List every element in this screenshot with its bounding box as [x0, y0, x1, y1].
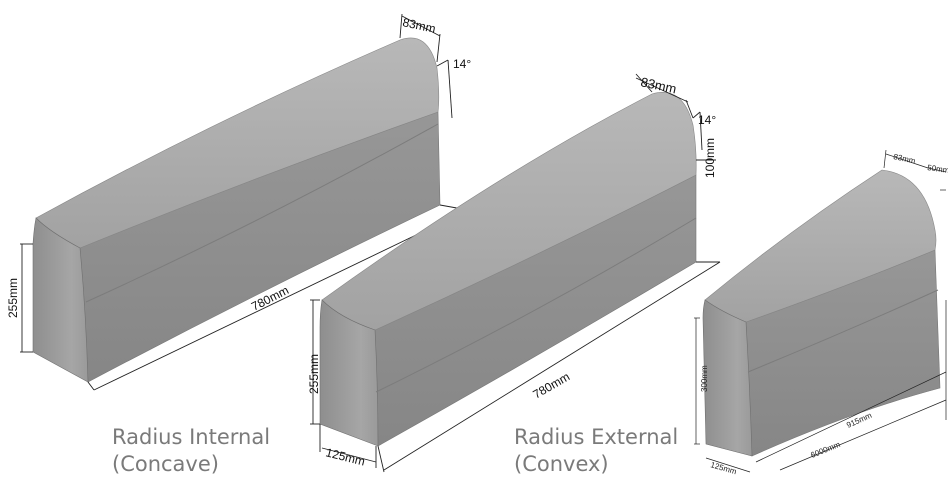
curb-block-curved: 83mm 50mm 300mm 125mm 915mm 6000mm: [694, 149, 948, 476]
caption-internal-line2: (Concave): [112, 452, 219, 476]
dim-chamfer-height: 100mm: [703, 138, 717, 178]
block-end-face: [702, 299, 753, 457]
block-end-face: [319, 299, 379, 447]
dim-length: 780mm: [531, 369, 573, 401]
caption-external-line2: (Convex): [514, 452, 609, 476]
dim-height: 255mm: [6, 278, 20, 318]
block-seam-line: [747, 289, 939, 373]
dim-top-width: 83mm: [639, 74, 677, 96]
block-end-face: [32, 217, 89, 383]
caption-external-line1: Radius External: [514, 425, 679, 449]
dim-top-width: 83mm: [401, 15, 437, 36]
block-top-face: [35, 37, 440, 249]
caption-internal: Radius Internal (Concave): [112, 424, 270, 478]
caption-external: Radius External (Convex): [514, 424, 678, 478]
dim-radius: 6000mm: [809, 440, 842, 460]
dim-chamfer: 50mm: [927, 163, 948, 175]
caption-internal-line1: Radius Internal: [112, 425, 271, 449]
dim-angle: 14°: [453, 57, 471, 71]
dim-base-width: 125mm: [709, 460, 737, 476]
curb-block-internal: 83mm 14° 255mm 780mm: [6, 13, 471, 391]
block-seam-line: [85, 123, 439, 303]
dimension-lines: [310, 73, 721, 473]
dim-height: 255mm: [307, 354, 321, 394]
dim-angle: 14°: [698, 113, 716, 127]
dimension-lines: [694, 149, 947, 473]
dim-height: 300mm: [700, 365, 709, 392]
dim-top-width: 83mm: [893, 152, 917, 165]
dim-base-width: 125mm: [324, 445, 366, 468]
block-seam-line: [375, 217, 697, 393]
block-top-face: [321, 92, 697, 331]
